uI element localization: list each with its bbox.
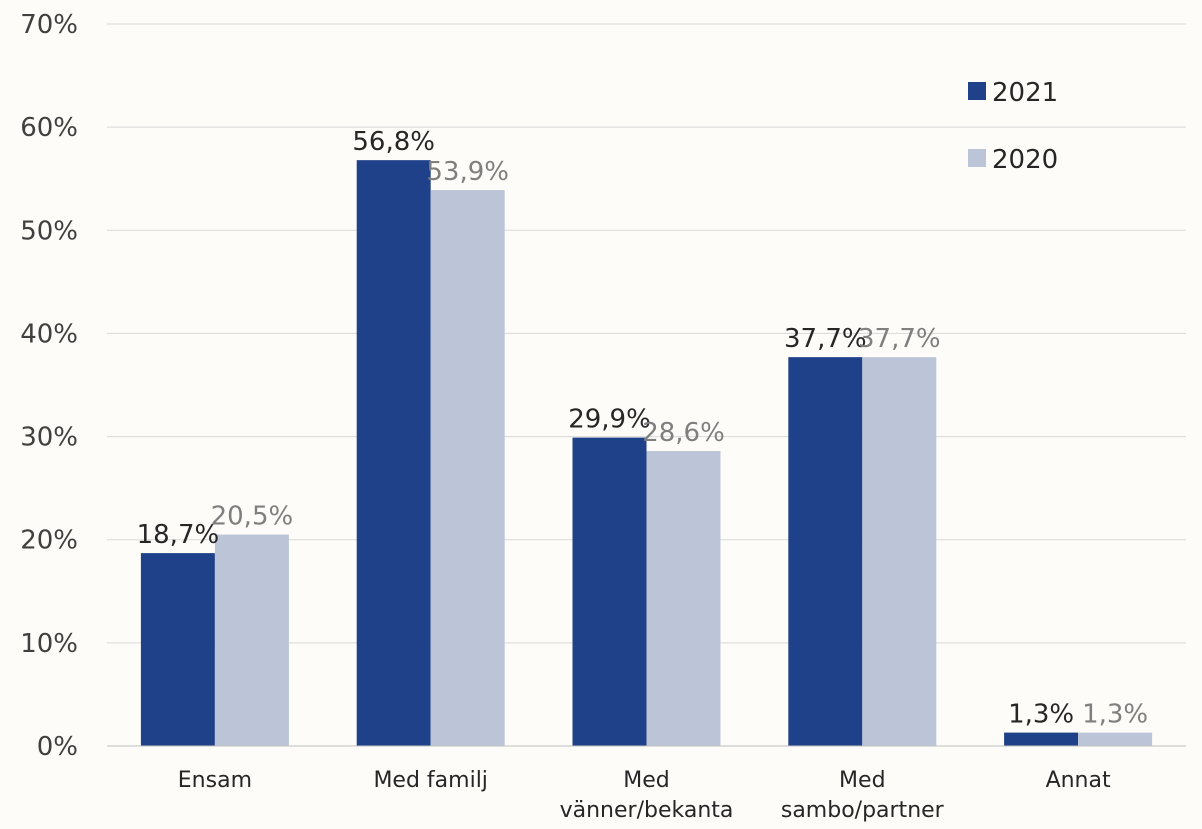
bar-2021-4 [1004, 732, 1079, 746]
data-label-2021-1: 56,8% [352, 127, 435, 157]
y-tick-label: 10% [20, 629, 78, 659]
bar-2020-4 [1078, 732, 1153, 746]
data-label-2020-1: 53,9% [426, 157, 509, 187]
data-label-2020-3: 37,7% [858, 324, 941, 354]
legend-label-2021: 2021 [992, 78, 1058, 108]
bar-2021-2 [572, 437, 647, 746]
y-tick-label: 20% [20, 526, 78, 556]
category-label: Med familj [373, 768, 487, 793]
bars [140, 160, 1153, 747]
bar-2020-3 [862, 357, 937, 746]
data-labels: 18,7% 56,8% 29,9% 37,7% 1,3% 20,5% 53,9% 28,6% 3… [137, 127, 1149, 729]
category-label: Annat [1046, 768, 1111, 793]
legend-swatch-2020 [968, 149, 986, 167]
y-tick-label: 50% [20, 216, 78, 246]
category-label: Ensam [178, 768, 252, 793]
category-label: vänner/bekanta [560, 798, 734, 823]
bar-2020-0 [214, 534, 289, 746]
category-label: Med [839, 768, 885, 793]
y-tick-label: 0% [37, 732, 78, 762]
data-label-2021-4: 1,3% [1008, 700, 1074, 730]
legend-label-2020: 2020 [992, 145, 1058, 175]
legend-swatch-2021 [968, 82, 986, 100]
data-label-2020-4: 1,3% [1082, 700, 1148, 730]
y-axis-tick-labels: 0% 10% 20% 30% 40% 50% 60% 70% [20, 10, 78, 762]
bar-2021-3 [788, 357, 863, 746]
bar-2020-1 [430, 190, 505, 746]
y-tick-label: 70% [20, 10, 78, 40]
bar-2021-1 [356, 160, 431, 747]
data-label-2021-3: 37,7% [784, 324, 867, 354]
x-axis-category-labels: Ensam Med familj Med vänner/bekanta Med sambo… [178, 768, 1111, 823]
category-label: Med [623, 768, 669, 793]
data-label-2021-0: 18,7% [137, 520, 220, 550]
y-tick-label: 40% [20, 319, 78, 349]
category-label: sambo/partner [781, 798, 945, 823]
bar-2021-0 [140, 553, 215, 746]
y-tick-label: 60% [20, 113, 78, 143]
bar-2020-2 [646, 451, 721, 746]
data-label-2020-2: 28,6% [642, 418, 725, 448]
y-tick-label: 30% [20, 423, 78, 453]
legend: 2021 2020 [968, 78, 1058, 175]
data-label-2020-0: 20,5% [211, 502, 294, 532]
data-label-2021-2: 29,9% [568, 405, 651, 435]
